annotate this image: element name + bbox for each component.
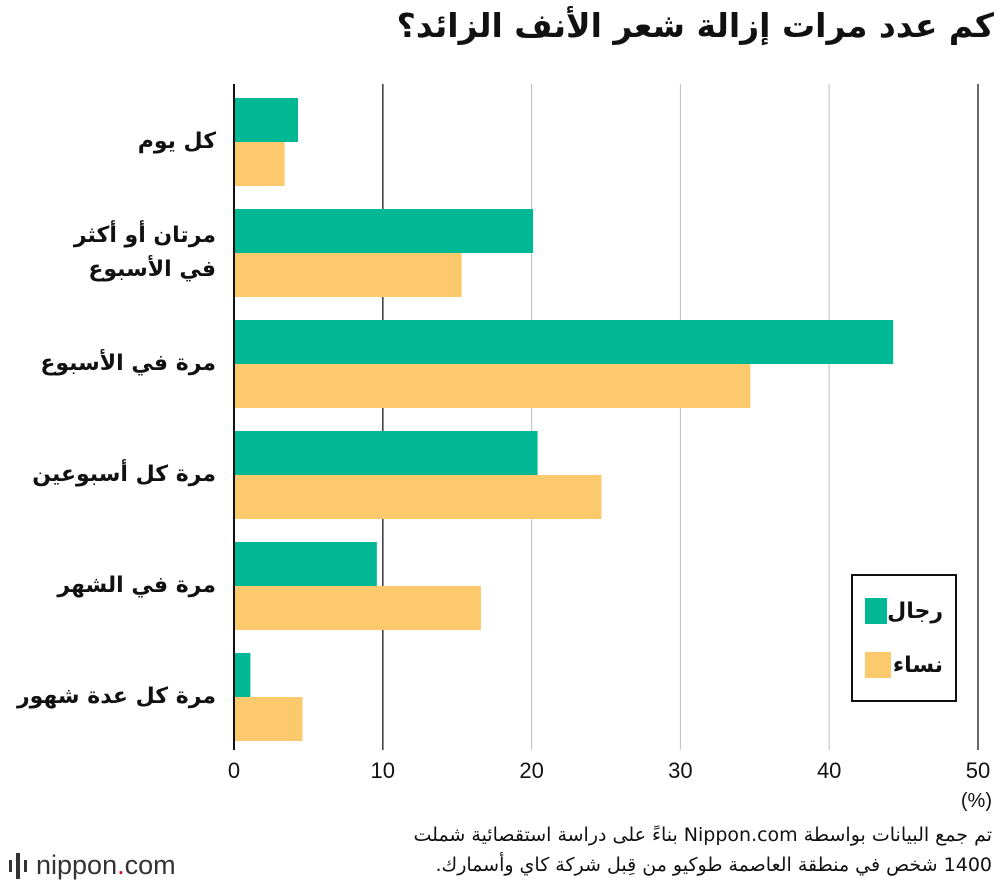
bar-men-2	[234, 320, 894, 364]
source-note: تم جمع البيانات بواسطة Nippon.com بناءً …	[232, 820, 993, 880]
category-label-3: مرة كل أسبوعين	[0, 458, 216, 492]
category-label-5: مرة كل عدة شهور	[0, 680, 216, 714]
category-label-0-line-0: كل يوم	[137, 129, 216, 154]
bar-men-3	[234, 431, 538, 475]
legend-item-women: نساء	[865, 650, 943, 680]
category-label-3-line-0: مرة كل أسبوعين	[32, 462, 216, 487]
x-tick-label-20: 20	[519, 758, 544, 783]
chart-title: كم عدد مرات إزالة شعر الأنف الزائد؟	[396, 6, 994, 45]
bar-women-1	[234, 253, 462, 297]
brand-tld: com	[124, 850, 176, 880]
legend-label-men: رجال	[887, 598, 943, 624]
legend: رجال نساء	[851, 574, 957, 702]
source-note-line-1: تم جمع البيانات بواسطة Nippon.com بناءً …	[413, 824, 993, 846]
bar-women-5	[234, 697, 303, 741]
category-label-1: مرتان أو أكثر في الأسبوع	[0, 219, 216, 287]
category-label-2: مرة في الأسبوع	[0, 347, 216, 381]
bar-women-2	[234, 364, 751, 408]
source-note-line-2: 1400 شخص في منطقة العاصمة طوكيو من قِبل …	[435, 854, 993, 876]
x-tick-label-40: 40	[816, 758, 842, 783]
legend-swatch-women	[865, 652, 891, 678]
category-label-5-line-0: مرة كل عدة شهور	[16, 684, 216, 709]
bar-men-1	[234, 209, 534, 253]
bar-women-0	[234, 142, 285, 186]
category-label-0: كل يوم	[0, 125, 216, 159]
category-label-2-line-0: مرة في الأسبوع	[40, 351, 216, 376]
bar-women-3	[234, 475, 602, 519]
category-label-1-line-0: مرتان أو أكثر	[73, 223, 216, 248]
x-tick-label-10: 10	[370, 758, 396, 783]
x-tick-label-0: 0	[227, 758, 241, 783]
legend-item-men: رجال	[865, 596, 943, 626]
legend-label-women: نساء	[892, 652, 943, 678]
category-label-4-line-0: مرة في الشهر	[57, 573, 216, 598]
x-tick-label-30: 30	[668, 758, 693, 783]
bar-women-4	[234, 586, 482, 630]
category-label-1-line-1: في الأسبوع	[88, 257, 216, 282]
brand-name: nippon	[36, 850, 118, 880]
bar-men-5	[234, 653, 251, 697]
x-axis-unit-label: (%)	[960, 790, 992, 812]
nippon-logo: nippon. com	[6, 850, 176, 881]
category-label-4: مرة في الشهر	[0, 569, 216, 603]
bar-men-4	[234, 542, 377, 586]
brand-dot: .	[117, 850, 125, 880]
x-tick-label-50: 50	[965, 758, 991, 783]
bar-men-0	[234, 98, 298, 142]
legend-swatch-men	[865, 598, 888, 624]
nippon-mark-icon	[9, 852, 27, 879]
